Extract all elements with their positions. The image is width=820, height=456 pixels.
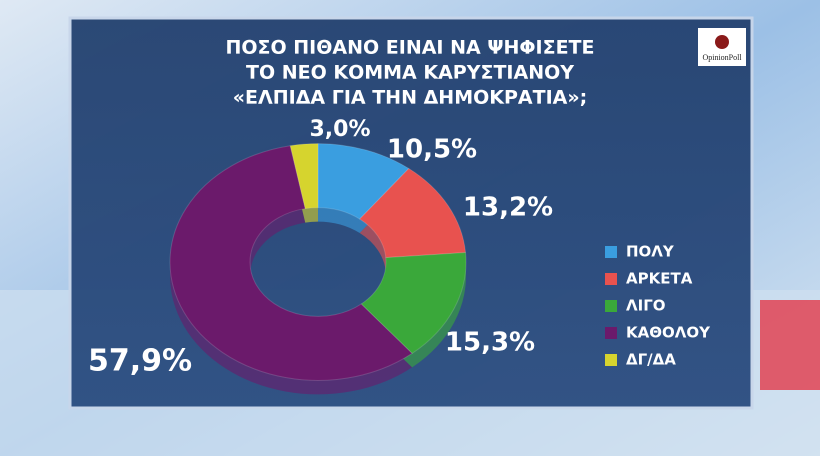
legend-label: ΑΡΚΕΤΑ [626,270,693,288]
value-label: 15,3% [445,328,535,358]
chart-title: «ΕΛΠΙΔΑ ΓΙΑ ΤΗΝ ΔΗΜΟΚΡΑΤΙΑ»; [233,87,587,109]
value-label: 3,0% [309,117,370,142]
value-label: 13,2% [463,193,553,223]
legend-label: ΚΑΘΟΛΟΥ [626,324,711,342]
donut-segment [169,145,413,381]
legend-label: ΠΟΛΥ [626,243,675,261]
donut-segment [289,143,319,210]
value-label: 57,9% [88,344,192,379]
legend-swatch [605,273,617,285]
legend-label: ΔΓ/ΔΑ [626,351,676,369]
chart-title: ΠΟΣΟ ΠΙΘΑΝΟ ΕΙΝΑΙ ΝΑ ΨΗΦΙΣΕΤΕ [225,37,594,59]
legend-label: ΛΙΓΟ [626,297,666,315]
donut [169,143,467,395]
donut-segment [317,143,410,220]
chart-title: ΤΟ ΝΕΟ ΚΟΜΜΑ ΚΑΡΥΣΤΙΑΝΟΥ [246,62,574,84]
legend-swatch [605,300,617,312]
background-accent [760,300,820,390]
donut-segment [358,167,467,259]
legend-swatch [605,354,617,366]
logo-icon [715,35,729,49]
legend-swatch [605,327,617,339]
donut-segment [360,251,467,355]
logo: OpinionPoll [698,28,746,66]
value-label: 10,5% [387,135,477,165]
logo-text: OpinionPoll [702,53,742,62]
value-labels: 10,5% 13,2% 15,3% 57,9% 3,0% [88,117,553,379]
legend: ΠΟΛΥ ΑΡΚΕΤΑ ΛΙΓΟ ΚΑΘΟΛΟΥ ΔΓ/ΔΑ [605,243,711,369]
legend-swatch [605,246,617,258]
